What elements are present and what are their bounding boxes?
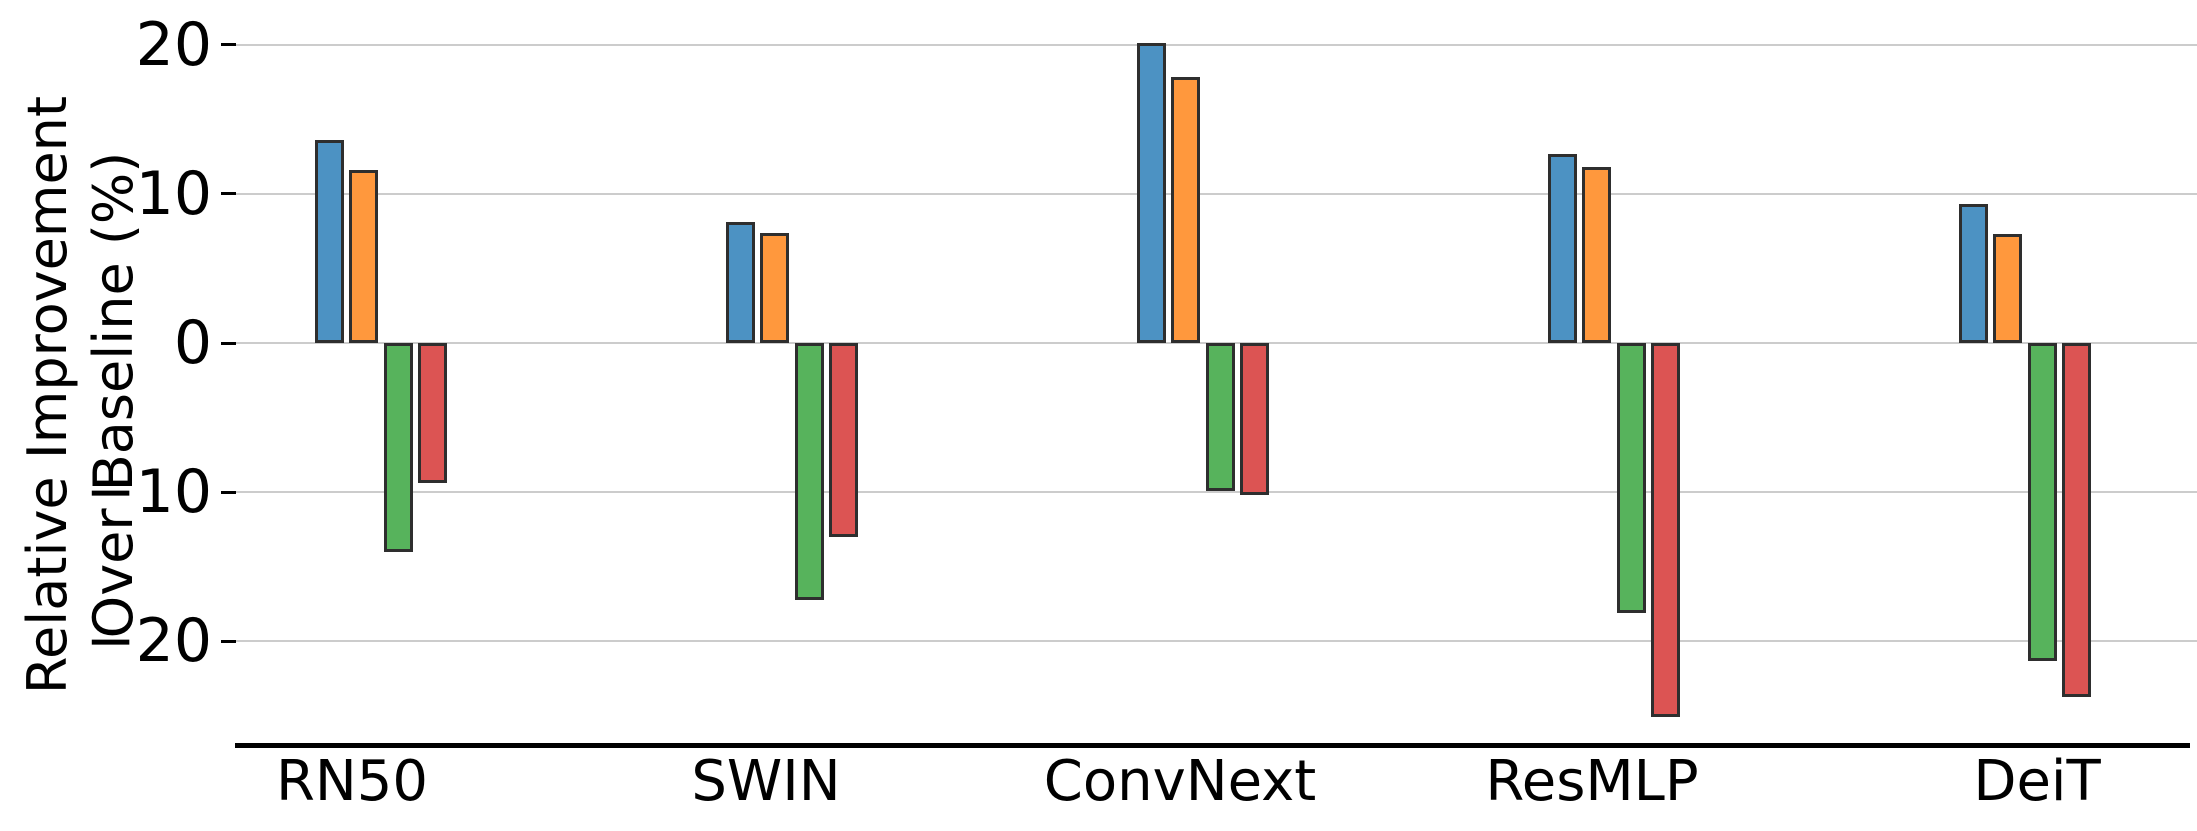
y-tick-label-20: 20 (135, 9, 212, 80)
gridline-y10 (235, 192, 2197, 195)
bar-green-SWIN (794, 343, 824, 600)
gridline-y20 (235, 43, 2197, 46)
y-tick-mark (221, 341, 236, 345)
bar-green-ConvNext (1205, 343, 1235, 491)
y-tick-label-0: 0 (173, 308, 212, 378)
bar-blue-SWIN (726, 222, 755, 343)
y-tick-label--20: −20 (85, 606, 212, 677)
bar-orange-ConvNext (1171, 77, 1201, 343)
y-tick-mark (221, 43, 236, 47)
bar-red-DeiT (2061, 343, 2091, 697)
bar-green-RN50 (383, 343, 413, 552)
gridline-y-20 (235, 640, 2197, 643)
y-tick-mark (221, 490, 236, 494)
bar-orange-ResMLP (1582, 166, 1612, 343)
gridline-y-10 (235, 491, 2197, 494)
bar-blue-ConvNext (1137, 43, 1166, 343)
y-tick-mark (221, 192, 236, 196)
x-category-label-ResMLP: ResMLP (1485, 749, 1699, 814)
bar-orange-SWIN (760, 232, 790, 343)
x-category-label-ConvNext: ConvNext (1043, 749, 1317, 814)
y-tick-label--10: −10 (85, 457, 212, 528)
x-category-label-DeiT: DeiT (1973, 749, 2101, 814)
bar-orange-DeiT (1993, 234, 2023, 343)
x-axis-line (235, 743, 2190, 748)
x-category-label-RN50: RN50 (275, 749, 429, 814)
bar-blue-ResMLP (1548, 153, 1577, 343)
x-category-label-SWIN: SWIN (691, 749, 841, 814)
bar-red-RN50 (417, 343, 447, 484)
bar-green-DeiT (2027, 343, 2057, 661)
bar-green-ResMLP (1616, 343, 1646, 614)
bar-red-SWIN (828, 343, 858, 537)
y-tick-label-10: 10 (135, 158, 212, 229)
bar-red-ConvNext (1239, 343, 1269, 496)
bar-blue-RN50 (315, 140, 344, 343)
bar-blue-DeiT (1959, 204, 1988, 343)
bar-red-ResMLP (1650, 343, 1680, 718)
bar-orange-RN50 (349, 169, 379, 343)
y-tick-mark (221, 639, 236, 643)
